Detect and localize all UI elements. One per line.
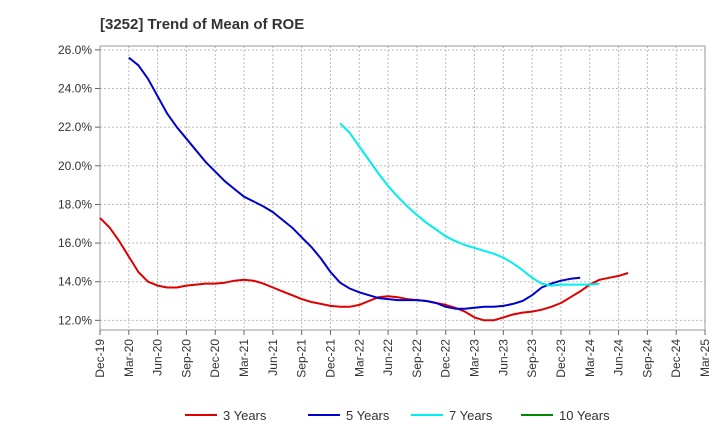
x-tick-label: Mar-21	[237, 339, 251, 377]
x-axis: Dec-19 Mar-20 Jun-20 Sep-20 Dec-20 Mar-21 Jun-…	[93, 330, 712, 378]
x-tick-label: Mar-20	[122, 339, 136, 377]
x-tick-label: Dec-22	[439, 339, 453, 378]
series-lines	[99, 56, 629, 322]
series-line-3-years	[99, 217, 629, 322]
y-tick-label: 16.0%	[58, 236, 92, 250]
x-tick-label: Sep-21	[295, 339, 309, 378]
x-tick-label: Jun-21	[266, 339, 280, 376]
x-tick-label: Dec-23	[554, 339, 568, 378]
legend-label: 10 Years	[559, 408, 610, 423]
x-tick-label: Mar-22	[352, 339, 366, 377]
y-tick-label: 12.0%	[58, 313, 92, 327]
plot-area	[99, 45, 706, 331]
y-tick-label: 18.0%	[58, 197, 92, 211]
x-tick-label: Dec-24	[669, 339, 683, 378]
y-tick-label: 14.0%	[58, 275, 92, 289]
x-tick-label: Dec-20	[208, 339, 222, 378]
legend-label: 5 Years	[346, 408, 390, 423]
y-tick-label: 20.0%	[58, 159, 92, 173]
legend-label: 7 Years	[449, 408, 493, 423]
x-tick-label: Dec-19	[93, 339, 107, 378]
x-tick-label: Jun-22	[381, 339, 395, 376]
chart-title: [3252] Trend of Mean of ROE	[100, 16, 304, 33]
series-line-7-years	[339, 122, 600, 287]
x-tick-label: Sep-24	[640, 339, 654, 378]
x-tick-label: Dec-21	[323, 339, 337, 378]
x-tick-label: Jun-20	[151, 339, 165, 376]
legend-label: 3 Years	[223, 408, 267, 423]
gridlines	[99, 46, 706, 330]
x-tick-label: Jun-23	[496, 339, 510, 376]
y-axis: 12.0% 14.0% 16.0% 18.0% 20.0% 22.0% 24.0% 26.0%	[58, 43, 100, 327]
legend: 3 Years 5 Years 7 Years 10 Years	[185, 408, 610, 423]
y-tick-label: 24.0%	[58, 82, 92, 96]
x-tick-label: Sep-22	[410, 339, 424, 378]
x-tick-label: Sep-20	[179, 339, 193, 378]
x-tick-label: Mar-25	[698, 339, 712, 377]
series-line-5-years	[128, 56, 581, 310]
y-tick-label: 22.0%	[58, 120, 92, 134]
x-tick-label: Sep-23	[525, 339, 539, 378]
x-tick-label: Mar-23	[468, 339, 482, 377]
y-tick-label: 26.0%	[58, 43, 92, 57]
x-tick-label: Jun-24	[612, 339, 626, 376]
x-tick-label: Mar-24	[583, 339, 597, 377]
